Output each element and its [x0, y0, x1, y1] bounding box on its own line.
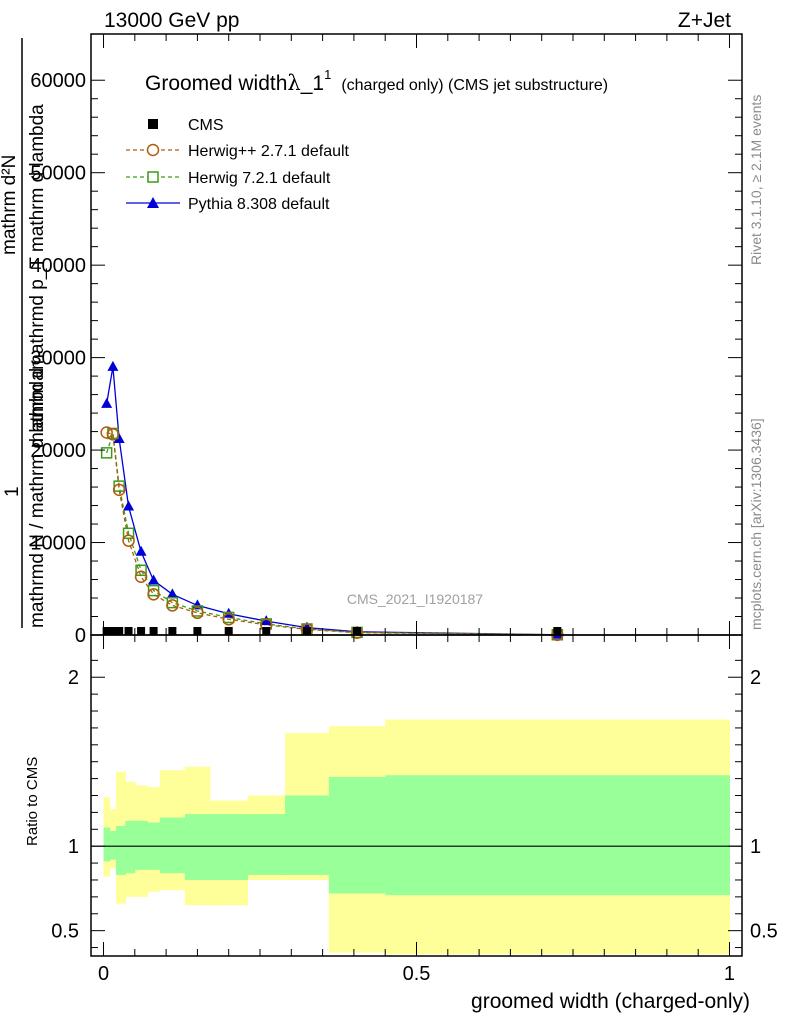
cms-point	[124, 627, 133, 635]
main-y-tick-label: 20000	[30, 440, 86, 462]
legend: CMS Herwig++ 2.7.1 default Herwig 7.2.1 …	[126, 117, 350, 213]
main-y-tick-label: 60000	[30, 70, 86, 92]
cms-point	[102, 627, 111, 635]
pythia-point	[135, 545, 147, 556]
axis-tick-labels: 0 10000 20000 30000 40000 50000 60000 0 0.5 1 0.5 0…	[30, 70, 777, 985]
legend-pythia-marker	[147, 197, 159, 208]
legend-cms-marker	[148, 119, 158, 129]
main-y-axis-label: 1 mathrmd N / mathrm d lambda mathrm d m…	[0, 38, 48, 628]
series-line-1	[106, 431, 558, 636]
ratio-inner-band-bin	[109, 830, 117, 860]
pythia-point	[101, 397, 113, 408]
pythia-point	[123, 500, 135, 511]
axis-ticks	[91, 34, 742, 956]
ylabel-lower: mathrmd N / mathrm d lambda	[27, 370, 48, 628]
legend-herwig7-marker	[147, 171, 159, 183]
ratio-y-tick-label-right: 2	[750, 667, 761, 689]
ratio-y-tick-label-left: 1	[68, 836, 79, 858]
ratio-y-tick-label-right: 1	[750, 836, 761, 858]
pythia-point	[113, 432, 125, 443]
herwig7-point	[122, 527, 135, 540]
pythia-point	[166, 588, 178, 599]
main-y-tick-label: 50000	[30, 163, 86, 185]
herwig7-point	[100, 447, 113, 459]
legend-herwig7-label: Herwig 7.2.1 default	[188, 170, 331, 187]
rivet-version-text: Rivet 3.1.10, ≥ 2.1M events	[748, 95, 764, 265]
ratio-inner-band-bin	[209, 814, 248, 880]
ratio-x-tick-label: 0.5	[403, 963, 431, 985]
herwigpp-point	[166, 599, 179, 612]
legend-herwigpp-marker	[146, 143, 160, 157]
herwigpp-point	[134, 570, 148, 583]
ratio-inner-band-bin	[285, 795, 330, 875]
herwigpp-point	[112, 483, 126, 497]
legend-pythia-label: Pythia 8.308 default	[188, 196, 330, 213]
cms-point	[353, 627, 362, 635]
title-main: Groomed width	[145, 72, 287, 95]
ratio-y-axis-label: Ratio to CMS	[24, 757, 41, 846]
ratio-x-tick-label: 0	[98, 963, 109, 985]
legend-herwigpp-label: Herwig++ 2.7.1 default	[188, 143, 350, 160]
header-right: Z+Jet	[678, 9, 731, 32]
pythia-point	[107, 360, 119, 371]
ratio-inner-band-bin	[134, 820, 148, 870]
title-suffix: (charged only) (CMS jet substructure)	[341, 77, 608, 94]
ylabel-upper: mathrm d	[27, 368, 48, 448]
cms-point	[262, 627, 271, 635]
title-sub: _1	[300, 72, 324, 95]
main-y-tick-label: 30000	[30, 348, 86, 370]
cms-point	[302, 627, 311, 635]
pythia-point	[191, 599, 203, 610]
ratio-inner-band-bin	[328, 776, 386, 894]
ratio-inner-band-bin	[184, 814, 211, 880]
pythia-point	[260, 615, 272, 626]
mcplots-credit-text: mcplots.cern.ch [arXiv:1306.3436]	[748, 418, 764, 630]
cms-point	[137, 627, 146, 635]
ratio-inner-band-bin	[247, 814, 286, 875]
header-left: 13000 GeV pp	[104, 9, 239, 32]
herwigpp-point	[100, 426, 113, 439]
ratio-y-tick-label-left: 2	[68, 667, 79, 689]
herwigpp-point	[191, 606, 204, 620]
ratio-inner-band-bin	[125, 820, 136, 874]
series-line-2	[106, 433, 558, 636]
ratio-inner-band-bin	[385, 775, 730, 896]
herwig7-point	[135, 564, 147, 577]
ylabel-frac-den: mathrmd p_T mathrm d lambda	[27, 104, 48, 370]
ylabel-one: 1	[2, 486, 23, 497]
ratio-inner-band-bin	[103, 827, 111, 862]
legend-cms-label: CMS	[188, 117, 224, 134]
title-sup: 1	[324, 67, 331, 82]
cms-point	[553, 627, 562, 635]
ratio-y-tick-label-right: 0.5	[750, 921, 778, 943]
pythia-point	[148, 574, 160, 585]
ratio-inner-band-bin	[159, 817, 186, 874]
ratio-y-tick-label-left: 0.5	[51, 921, 79, 943]
x-axis-label: groomed width (charged-only)	[471, 990, 750, 1013]
ratio-bands	[103, 719, 730, 955]
herwigpp-point	[222, 613, 235, 626]
cms-point	[168, 627, 177, 635]
ylabel-frac-num: mathrm d²N	[0, 155, 20, 255]
cms-point	[149, 627, 158, 635]
main-series	[100, 360, 564, 642]
analysis-watermark: CMS_2021_I1920187	[347, 591, 483, 607]
herwigpp-point	[122, 534, 135, 547]
ratio-x-tick-label: 1	[724, 963, 735, 985]
plot-title: Groomed widthλ_11 (charged only) (CMS jet…	[145, 67, 608, 95]
herwigpp-point	[147, 588, 160, 601]
cms-point	[108, 627, 117, 635]
main-y-tick-label: 0	[75, 625, 86, 647]
title-lambda: λ	[287, 71, 300, 95]
main-y-tick-label: 10000	[30, 533, 86, 555]
cms-point	[115, 627, 124, 635]
herwigpp-point	[106, 428, 120, 441]
main-y-tick-label: 40000	[30, 255, 86, 277]
ratio-inner-band-bin	[116, 825, 126, 875]
